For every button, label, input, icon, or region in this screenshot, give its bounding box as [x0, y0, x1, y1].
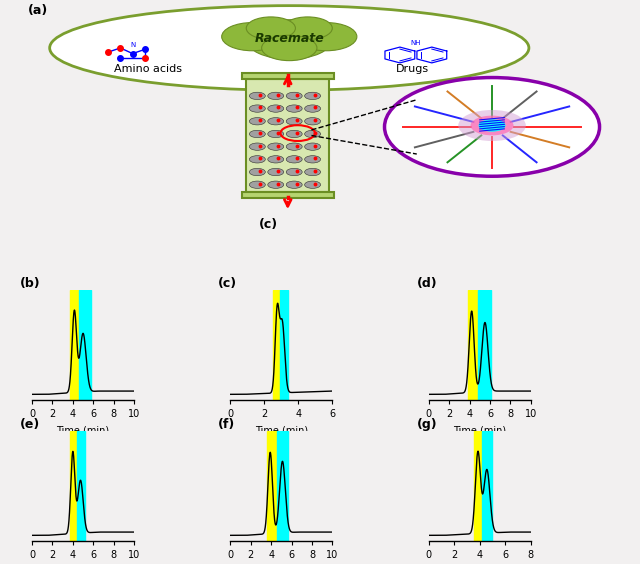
Text: (c): (c)	[218, 277, 237, 290]
Circle shape	[305, 168, 321, 176]
X-axis label: Time (min): Time (min)	[453, 425, 506, 435]
Circle shape	[296, 23, 357, 51]
X-axis label: Time (min): Time (min)	[255, 425, 308, 435]
Circle shape	[305, 181, 321, 188]
Circle shape	[286, 118, 302, 125]
Circle shape	[268, 92, 284, 99]
Circle shape	[305, 105, 321, 112]
Bar	[280, 290, 288, 400]
Circle shape	[305, 118, 321, 125]
Circle shape	[470, 116, 513, 135]
Text: Racemate: Racemate	[255, 32, 324, 45]
Circle shape	[262, 35, 317, 61]
Circle shape	[250, 181, 266, 188]
Circle shape	[385, 77, 600, 176]
Ellipse shape	[50, 6, 529, 90]
Text: (f): (f)	[218, 418, 236, 431]
Text: NH: NH	[411, 41, 421, 46]
Bar	[70, 290, 79, 400]
FancyBboxPatch shape	[242, 73, 333, 79]
Circle shape	[246, 17, 296, 39]
Circle shape	[286, 92, 302, 99]
Circle shape	[286, 130, 302, 138]
Circle shape	[221, 23, 283, 51]
Circle shape	[250, 118, 266, 125]
Circle shape	[458, 110, 526, 141]
Text: (b): (b)	[20, 277, 40, 290]
Circle shape	[305, 92, 321, 99]
Text: Drugs: Drugs	[396, 64, 429, 74]
Circle shape	[250, 143, 266, 151]
Text: (a): (a)	[28, 5, 49, 17]
Bar	[478, 290, 491, 400]
Circle shape	[479, 120, 506, 132]
Text: Amino acids: Amino acids	[114, 64, 182, 74]
Circle shape	[268, 143, 284, 151]
Circle shape	[286, 181, 302, 188]
Circle shape	[250, 130, 266, 138]
Circle shape	[286, 143, 302, 151]
Circle shape	[305, 156, 321, 163]
Circle shape	[286, 168, 302, 176]
Circle shape	[268, 105, 284, 112]
Bar	[277, 431, 288, 541]
Circle shape	[250, 156, 266, 163]
Circle shape	[250, 92, 266, 99]
Bar	[79, 290, 91, 400]
Bar	[273, 290, 280, 400]
Bar	[70, 431, 77, 541]
FancyBboxPatch shape	[242, 192, 333, 198]
Text: N: N	[130, 42, 135, 47]
Circle shape	[268, 130, 284, 138]
Circle shape	[246, 20, 332, 59]
Bar	[267, 431, 277, 541]
Circle shape	[286, 156, 302, 163]
Circle shape	[268, 118, 284, 125]
Circle shape	[305, 143, 321, 151]
FancyBboxPatch shape	[246, 79, 329, 192]
Text: (e): (e)	[20, 418, 40, 431]
Bar	[468, 290, 478, 400]
Circle shape	[286, 105, 302, 112]
Bar	[483, 431, 492, 541]
Text: (g): (g)	[417, 418, 437, 431]
Text: (d): (d)	[417, 277, 437, 290]
Circle shape	[250, 105, 266, 112]
Circle shape	[250, 168, 266, 176]
Circle shape	[305, 130, 321, 138]
Bar	[77, 431, 84, 541]
Circle shape	[268, 181, 284, 188]
Bar	[474, 431, 483, 541]
Text: (c): (c)	[259, 218, 278, 231]
X-axis label: Time (min): Time (min)	[56, 425, 109, 435]
Circle shape	[283, 17, 332, 39]
Circle shape	[268, 156, 284, 163]
Circle shape	[268, 168, 284, 176]
